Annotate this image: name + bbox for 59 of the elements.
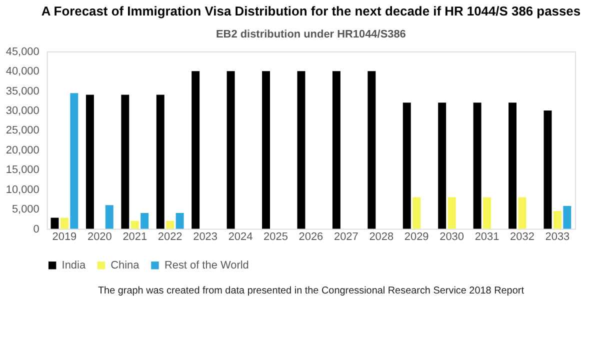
y-tick-label: 30,000 (6, 105, 40, 117)
bar (166, 220, 174, 229)
x-tick-label: 2031 (474, 231, 500, 244)
bar (86, 94, 94, 229)
text: The graph was created from data presented in the Congressional Research Service 2018 Report (98, 286, 524, 297)
y-tick-label: 40,000 (6, 66, 40, 78)
x-tick-label: 2019 (52, 231, 77, 244)
bar (473, 102, 482, 229)
bar (368, 71, 376, 229)
bar (176, 213, 184, 229)
bar (412, 197, 421, 229)
x-tick-label: 2023 (193, 231, 218, 244)
legend-label: India (62, 259, 86, 272)
legend-label: Rest of the World (164, 259, 249, 272)
x-tick-label: 2032 (510, 231, 534, 244)
bar (60, 218, 68, 229)
bar (262, 71, 270, 229)
chart-subtitle: EB2 distribution under HR1044/S386 (216, 28, 406, 40)
bar (563, 206, 572, 229)
bar (192, 71, 200, 229)
bar (508, 102, 517, 229)
bar (448, 197, 456, 229)
bar (130, 220, 139, 229)
bar (50, 218, 59, 229)
bar (518, 197, 526, 229)
y-tick-label: 35,000 (6, 85, 40, 98)
y-tick-label: 15,000 (6, 164, 40, 176)
bar (438, 102, 446, 229)
chart-title: A Forecast of Immigration Visa Distribution for the next decade if HR 1044/S 386 passes (41, 4, 581, 18)
bar (156, 94, 164, 229)
x-tick-label: 2033 (545, 231, 570, 244)
x-tick-label: 2028 (369, 231, 394, 244)
bar (332, 71, 340, 229)
bar (297, 71, 306, 229)
bar (121, 94, 130, 229)
bar (140, 213, 149, 229)
bar (105, 205, 114, 229)
bar (226, 71, 235, 229)
y-tick-label: 0 (33, 223, 40, 236)
bar (402, 102, 411, 229)
bar (483, 197, 492, 229)
y-tick-label: 20,000 (6, 144, 40, 156)
x-tick-label: 2022 (158, 231, 182, 244)
bar (553, 211, 562, 229)
bar (70, 93, 78, 229)
legend-label: China (110, 259, 140, 272)
x-tick-label: 2029 (404, 231, 429, 244)
bar (544, 110, 552, 229)
x-tick-label: 2025 (264, 231, 288, 244)
y-tick-label: 25,000 (6, 124, 40, 137)
y-tick-label: 5,000 (12, 204, 40, 216)
x-tick-label: 2027 (334, 231, 358, 244)
x-tick-label: 2024 (228, 231, 253, 244)
x-tick-label: 2026 (298, 231, 324, 244)
y-tick-label: 10,000 (6, 184, 40, 196)
y-tick-label: 45,000 (6, 46, 40, 58)
x-tick-label: 2030 (440, 231, 464, 244)
x-tick-label: 2021 (122, 231, 148, 244)
x-tick-label: 2020 (87, 231, 112, 244)
